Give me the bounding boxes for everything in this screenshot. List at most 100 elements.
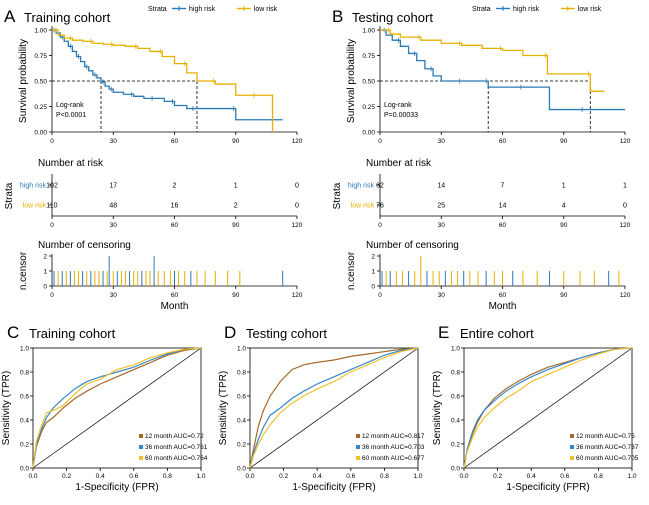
risk-row-label-B_risk-0: high risk	[348, 183, 375, 190]
censor-x-tick-label-A_censor-0: 0	[50, 292, 54, 299]
risk-value-A_risk-0-2: 2	[173, 183, 177, 190]
roc-curve-C-2	[32, 347, 202, 469]
risk-x-tick-label-B_risk-2: 60	[499, 222, 507, 229]
roc-legend-label-D-1: 36 month AUC=0.703	[362, 444, 425, 451]
roc-legend-label-C-1: 36 month AUC=0.761	[145, 444, 208, 451]
km-curve-A-0	[52, 29, 283, 121]
roc-x-tick-label-D-2: 0.4	[313, 473, 322, 480]
roc-y-tick-label-C-5: 1.0	[20, 345, 29, 352]
legend-title-B: Strata	[472, 6, 491, 13]
risk-value-B_risk-1-3: 4	[562, 203, 566, 210]
risk-row-label-A_risk-0: high risk	[20, 183, 47, 190]
risk-axis-title-B_risk: Strata	[332, 182, 343, 209]
roc-legend-swatch-E-0	[570, 434, 574, 438]
risk-value-B_risk-1-2: 14	[499, 203, 507, 210]
risk-x-tick-label-A_risk-2: 60	[171, 222, 179, 229]
roc-x-title-D: 1-Specificity (FPR)	[292, 482, 375, 493]
censor-y-title-A_censor: n.censor	[18, 251, 29, 290]
roc-x-tick-label-D-4: 0.8	[380, 473, 389, 480]
roc-x-tick-label-E-5: 1.0	[627, 473, 636, 480]
risk-value-A_risk-0-3: 1	[234, 183, 238, 190]
roc-y-tick-label-D-4: 0.8	[237, 369, 246, 376]
risk-row-label-B_risk-1: low risk	[351, 203, 375, 210]
legend-label-B-1: low risk	[578, 6, 602, 13]
panel-title-E: Entire cohort	[460, 326, 534, 341]
roc-y-tick-label-C-4: 0.8	[20, 369, 29, 376]
x-tick-label-A-1: 30	[110, 138, 118, 145]
roc-frame-C	[32, 347, 202, 469]
risk-x-tick-label-A_risk-1: 30	[110, 222, 118, 229]
roc-y-tick-label-D-3: 0.6	[237, 393, 246, 400]
y-axis-title-A: Survival probability	[18, 39, 29, 123]
censor-title-A_censor: Number of censoring	[38, 240, 131, 251]
censor-y-tick-label-B_censor-0: 0	[371, 283, 375, 290]
panel-letter-C: C	[7, 323, 19, 342]
risk-axis-title-A_risk: Strata	[4, 182, 15, 209]
risk-x-tick-label-B_risk-0: 0	[378, 222, 382, 229]
risk-title-A_risk: Number at risk	[38, 158, 104, 169]
roc-frame-E	[463, 347, 633, 469]
km-curve-B-0	[380, 29, 625, 111]
roc-panel-C: C Training cohort 0.00.0 0.2 0.2 0.4 0.4 0.6 0.6…	[1, 323, 208, 493]
y-tick-label-A-1: 0.25	[34, 104, 47, 111]
legend-label-B-0: high risk	[513, 6, 540, 13]
roc-y-tick-label-D-5: 1.0	[237, 345, 246, 352]
censor-y-tick-label-B_censor-1: 1	[371, 268, 375, 275]
y-tick-label-A-3: 0.75	[34, 53, 47, 60]
panel-letter-D: D	[224, 323, 236, 342]
roc-y-tick-label-D-2: 0.4	[237, 417, 246, 424]
roc-x-tick-label-C-1: 0.2	[62, 473, 71, 480]
roc-legend-swatch-C-1	[139, 445, 143, 449]
x-tick-label-B-1: 30	[438, 138, 446, 145]
roc-diagonal-E	[463, 347, 633, 469]
roc-legend-swatch-E-1	[570, 445, 574, 449]
censor-x-tick-label-A_censor-2: 60	[171, 292, 179, 299]
roc-x-tick-label-E-2: 0.4	[527, 473, 536, 480]
risk-row-label-A_risk-1: low risk	[23, 203, 47, 210]
roc-curve-E-2	[463, 347, 633, 469]
censor-x-tick-label-A_censor-3: 90	[232, 292, 240, 299]
roc-y-title-C: Sensitivity (TPR)	[1, 371, 12, 445]
panel-letter-A: A	[4, 7, 16, 26]
panel-title-C: Training cohort	[29, 326, 116, 341]
x-tick-label-B-3: 90	[560, 138, 568, 145]
roc-legend-swatch-E-2	[570, 456, 574, 460]
roc-y-tick-label-E-1: 0.2	[451, 441, 460, 448]
risk-x-tick-label-B_risk-3: 90	[560, 222, 568, 229]
x-tick-label-A-4: 120	[292, 138, 303, 145]
censor-x-title-A_censor: Month	[161, 301, 189, 312]
roc-x-tick-label-C-3: 0.6	[129, 473, 138, 480]
roc-y-title-E: Sensitivity (TPR)	[432, 371, 443, 445]
panel-letter-E: E	[438, 323, 449, 342]
roc-legend-swatch-D-0	[356, 434, 360, 438]
km-curve-A-1	[52, 29, 274, 132]
risk-value-B_risk-0-2: 7	[501, 183, 505, 190]
roc-y-title-D: Sensitivity (TPR)	[218, 371, 229, 445]
risk-x-tick-label-A_risk-4: 120	[292, 222, 303, 229]
roc-diagonal-D	[249, 347, 419, 469]
roc-x-tick-label-C-2: 0.4	[96, 473, 105, 480]
logrank-pvalue-B: P=0.00033	[384, 112, 418, 119]
risk-value-B_risk-0-1: 14	[437, 183, 445, 190]
roc-panel-D: D Testing cohort 0.00.0 0.2 0.2 0.4 0.4 0.6 0.6 0…	[218, 323, 425, 493]
risk-value-B_risk-0-3: 1	[562, 183, 566, 190]
panel-title-B: Testing cohort	[352, 10, 433, 25]
roc-x-tick-label-E-3: 0.6	[560, 473, 569, 480]
panel-title-D: Testing cohort	[246, 326, 327, 341]
censor-y-title-B_censor: n.censor	[346, 251, 357, 290]
roc-y-tick-label-E-3: 0.6	[451, 393, 460, 400]
censor-y-tick-label-A_censor-0: 0	[43, 283, 47, 290]
y-tick-label-A-0: 0.00	[34, 129, 47, 136]
roc-y-tick-label-C-2: 0.4	[20, 417, 29, 424]
risk-x-tick-label-B_risk-4: 120	[620, 222, 631, 229]
roc-x-title-C: 1-Specificity (FPR)	[75, 482, 158, 493]
km-panel-B: B Testing cohort Strata high risk low risk 0.…	[332, 6, 631, 145]
roc-curve-E-1	[463, 347, 633, 469]
y-tick-label-B-0: 0.00	[362, 129, 375, 136]
y-tick-label-A-4: 1.00	[34, 27, 47, 34]
roc-legend-label-D-0: 12 month AUC=0.817	[362, 433, 425, 440]
roc-legend-swatch-C-0	[139, 434, 143, 438]
km-panel-A: A Training cohort Strata high risk low risk 0…	[4, 6, 303, 145]
